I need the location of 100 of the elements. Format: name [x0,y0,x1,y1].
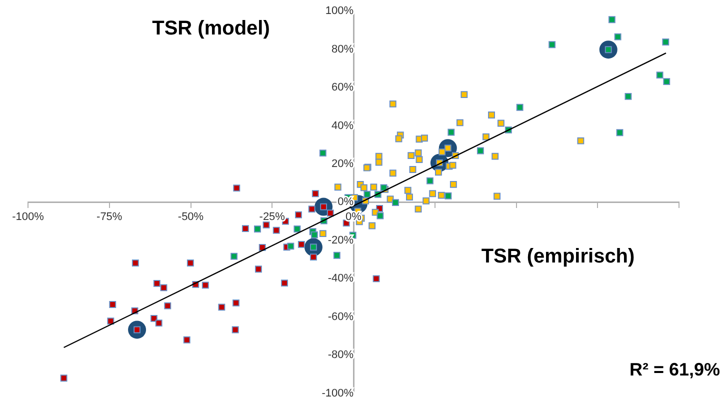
x-tick-label: -50% [178,210,204,223]
point [429,190,436,198]
point [577,137,584,144]
point [298,240,305,248]
point [334,184,342,191]
point [414,149,422,156]
point [516,104,524,111]
point [368,222,376,230]
point [426,177,434,184]
point [360,184,368,192]
point [107,318,114,325]
point [319,230,326,238]
point [333,252,340,259]
point [416,156,423,164]
x-tick-label: -75% [96,210,122,223]
point [218,304,226,311]
point [616,129,624,136]
point [164,302,172,310]
point [460,91,468,98]
y-tick-label: -20% [328,234,354,246]
point [406,194,413,201]
point [456,119,464,126]
point [389,170,396,177]
point [614,33,622,40]
point [183,336,190,344]
point [326,210,334,217]
y-tick-label: 60% [331,82,354,94]
x-axis-title: TSR (empirisch) [481,246,635,268]
point [294,226,301,232]
point [414,206,422,213]
point [497,120,504,127]
point [408,152,415,160]
y-tick-label: -80% [328,349,354,362]
point [434,168,442,176]
point [281,280,288,287]
y-tick-label: -100% [322,387,354,400]
point [663,78,670,86]
point [494,192,501,200]
point [492,152,499,160]
point [262,221,270,228]
point [186,260,194,266]
point [295,211,302,218]
point [656,72,664,79]
point [155,320,162,327]
point [202,282,209,289]
point [450,180,457,188]
point [372,275,380,282]
point [404,186,412,194]
y-tick-label: -40% [328,272,354,285]
y-tick-label: -60% [328,310,354,323]
point [132,260,139,266]
point [422,197,430,204]
point [409,166,416,173]
point [312,190,319,198]
point [444,192,452,200]
point [449,162,456,169]
point [109,301,116,308]
point [420,134,428,142]
x-tick-label: -25% [259,210,286,223]
point [548,41,556,48]
point [476,147,484,154]
point [254,266,262,273]
point [153,280,160,287]
point [232,299,240,306]
point [232,326,239,334]
y-tick-label: 0% [338,196,354,208]
point [364,190,371,198]
point [254,226,261,232]
point [150,314,158,322]
y-tick-label: 40% [331,120,354,132]
point [242,225,249,232]
point [370,184,378,191]
point [389,100,396,108]
point [375,158,382,166]
point [624,92,632,100]
y-tick-label: 80% [331,43,354,56]
y-axis-title: TSR (model) [152,18,270,40]
point [230,252,238,260]
point [233,184,240,192]
point [319,150,326,157]
point [310,254,317,261]
point [310,231,318,238]
point [308,206,316,213]
y-tick-label: 100% [325,5,354,18]
point [160,284,168,292]
point [376,212,384,220]
point [60,374,68,382]
point [438,148,446,156]
point [608,16,616,24]
point [438,192,445,199]
point [272,226,280,234]
point [488,112,495,118]
point [287,242,294,250]
point [482,133,490,140]
annotation: R² = 61,9% [629,359,720,380]
point [662,38,670,46]
point [448,128,455,136]
point [392,199,399,206]
x-tick-label: -100% [12,210,44,223]
y-tick-label: 20% [331,158,354,170]
